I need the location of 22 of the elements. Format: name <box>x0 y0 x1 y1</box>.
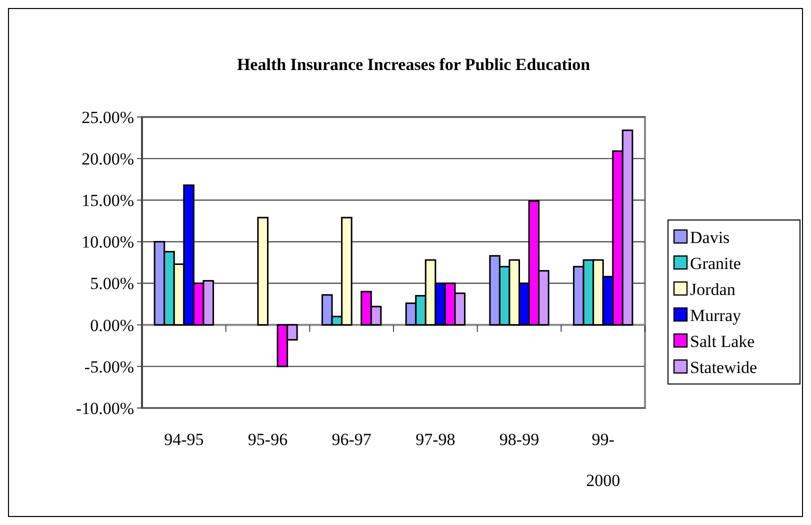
y-tick-label: 10.00% <box>82 232 134 252</box>
x-tick-label: 97-98 <box>416 430 456 449</box>
y-tick-label: 15.00% <box>82 191 134 210</box>
y-tick-label: 25.00% <box>82 108 134 127</box>
legend-label: Davis <box>690 228 730 247</box>
y-tick-label: -5.00% <box>84 357 134 376</box>
y-tick-label: 0.00% <box>90 316 134 335</box>
legend-label: Jordan <box>690 280 736 299</box>
bar <box>257 216 268 326</box>
category-label: 99-2000 <box>586 430 620 490</box>
legend-label: Murray <box>690 306 742 325</box>
y-tick-label: -10.00% <box>76 398 134 418</box>
x-tick-label: 96-97 <box>332 430 372 449</box>
x-tick-label: 94-95 <box>164 430 204 449</box>
legend-label: Statewide <box>690 358 758 377</box>
y-tick-label: 5.00% <box>90 274 134 294</box>
x-tick-label: 98-99 <box>499 430 540 449</box>
chart-title: Health Insurance Increases for Public Education <box>236 55 591 74</box>
y-tick-label: 20.00% <box>82 150 134 169</box>
x-tick-label: 95-96 <box>248 430 288 449</box>
legend-label: Salt Lake <box>690 332 755 351</box>
legend-label: Granite <box>690 254 741 273</box>
